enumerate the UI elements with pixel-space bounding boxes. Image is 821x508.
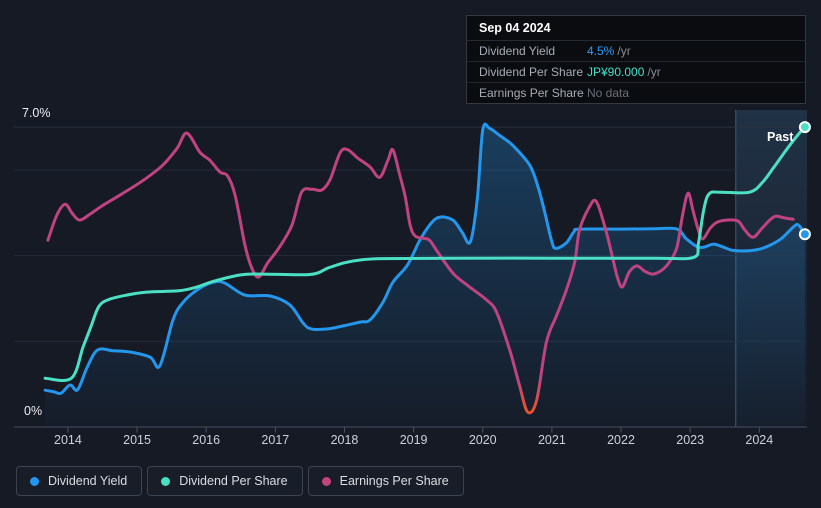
dividend-yield-dot-icon [30,476,39,486]
earnings-per-share-line [46,131,795,415]
past-region-label: Past [767,130,794,144]
legend-label: Earnings Per Share [339,474,449,488]
series-layer [43,122,807,428]
tooltip-label: Dividend Per Share [479,65,584,79]
x-tick-label: 2014 [54,433,82,447]
dividend-yield-area [45,124,805,428]
legend-item-dividend-yield[interactable]: Dividend Yield [16,466,143,496]
dividend-yield-line [43,122,807,396]
x-tick-label: 2016 [192,433,220,447]
x-tick-label: 2022 [607,433,635,447]
tooltip-label: Earnings Per Share [479,86,584,100]
legend-label: Dividend Per Share [179,474,288,488]
tooltip-row-earnings-per-share: Earnings Per Share No data [467,83,805,103]
x-tick-label: 2018 [331,433,359,447]
end-markers [798,121,811,241]
dividend-per-share-dot-icon [161,476,171,486]
tooltip-row-dividend-yield: Dividend Yield 4.5% /yr [467,41,805,62]
tooltip-date: Sep 04 2024 [467,16,805,41]
earnings-per-share-dot-icon [321,476,331,486]
x-tick-label: 2017 [261,433,289,447]
legend-item-dividend-per-share[interactable]: Dividend Per Share [147,466,303,496]
tooltip-label: Dividend Yield [479,44,556,58]
x-tick-label: 2024 [745,433,773,447]
tooltip-unit: /yr [617,44,631,58]
x-tick-label: 2020 [469,433,497,447]
dividend-per-share-endpoint-marker [798,121,811,134]
chart-tooltip: Sep 04 2024 Dividend Yield 4.5% /yr Divi… [466,15,806,104]
dividend-per-share-line [43,125,807,382]
tooltip-unit: /yr [647,65,661,79]
x-tick-label: 2015 [123,433,151,447]
tooltip-row-dividend-per-share: Dividend Per Share JP¥90.000 /yr [467,62,805,83]
legend-label: Dividend Yield [48,474,128,488]
dividend-yield-endpoint-marker [798,228,811,241]
y-axis-label-top: 7.0% [22,106,51,120]
tooltip-value: No data [587,86,630,100]
x-tick-label: 2019 [400,433,428,447]
tooltip-value: JP¥90.000 [587,65,645,79]
chart-legend: Dividend Yield Dividend Per Share Earnin… [16,466,464,496]
x-axis: 2014 2015 2016 2017 2018 2019 2020 2021 2022 2023… [14,426,807,447]
legend-item-earnings-per-share[interactable]: Earnings Per Share [307,466,464,496]
x-tick-label: 2023 [676,433,704,447]
x-tick-label: 2021 [538,433,566,447]
tooltip-value: 4.5% [587,44,615,58]
y-axis-label-zero: 0% [24,404,43,418]
